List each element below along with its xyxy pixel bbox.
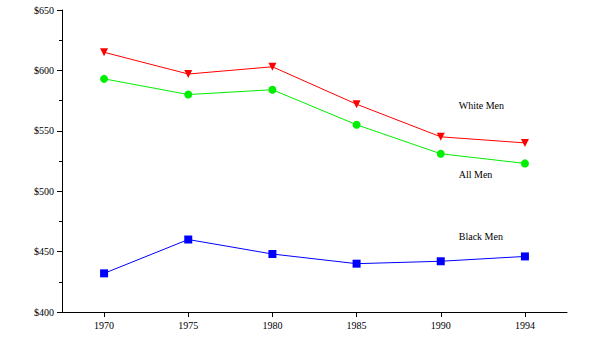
- svg-text:1994: 1994: [515, 320, 535, 331]
- svg-text:1970: 1970: [94, 320, 114, 331]
- svg-text:All Men: All Men: [459, 169, 493, 180]
- svg-text:1985: 1985: [347, 320, 367, 331]
- svg-text:$650: $650: [34, 5, 54, 16]
- svg-text:1975: 1975: [178, 320, 198, 331]
- svg-text:White Men: White Men: [459, 100, 504, 111]
- svg-text:1980: 1980: [262, 320, 282, 331]
- svg-text:1990: 1990: [431, 320, 451, 331]
- svg-text:$500: $500: [34, 186, 54, 197]
- svg-text:Black Men: Black Men: [459, 231, 503, 242]
- svg-text:$450: $450: [34, 246, 54, 257]
- svg-text:$400: $400: [34, 307, 54, 318]
- svg-text:$550: $550: [34, 125, 54, 136]
- svg-text:$600: $600: [34, 65, 54, 76]
